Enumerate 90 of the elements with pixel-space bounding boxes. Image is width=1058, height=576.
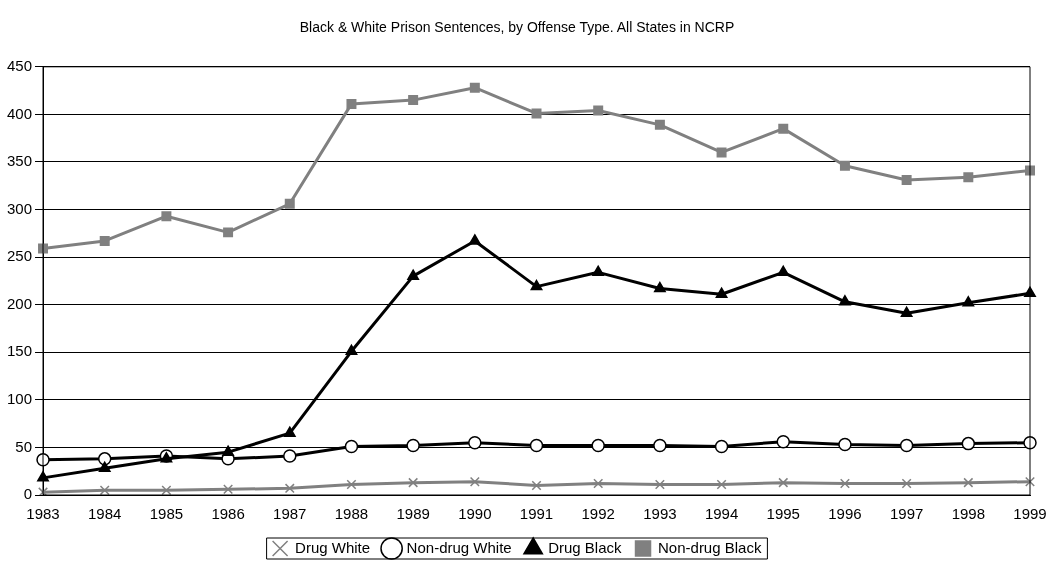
- point: [161, 485, 172, 495]
- point: [97, 452, 112, 466]
- point: [468, 234, 481, 245]
- x-tick-label: 1986: [211, 505, 245, 523]
- point: [284, 483, 295, 494]
- point: [715, 287, 728, 298]
- point: [407, 269, 420, 280]
- point: [223, 484, 234, 495]
- point: [592, 265, 605, 277]
- y-tick-label: 300: [7, 199, 33, 217]
- point: [716, 479, 727, 490]
- point: [346, 479, 357, 490]
- x-tick-label: 1996: [828, 505, 862, 523]
- x-tick-label: 1987: [273, 505, 307, 523]
- legend-label: Non-drug Black: [658, 538, 762, 556]
- x-tick-label: 1994: [704, 505, 739, 523]
- x-tick-label: 1991: [519, 505, 554, 523]
- point: [901, 478, 912, 489]
- legend-label: Non-drug White: [406, 538, 512, 556]
- point: [962, 296, 975, 307]
- point: [838, 437, 852, 452]
- point: [345, 344, 358, 356]
- point: [899, 438, 914, 453]
- point: [963, 477, 974, 488]
- point: [654, 479, 665, 490]
- point: [344, 439, 359, 454]
- y-tick-label: 450: [7, 56, 33, 74]
- x-tick-label: 1997: [889, 505, 924, 523]
- point: [530, 279, 543, 291]
- point: [776, 434, 791, 449]
- point: [593, 105, 604, 116]
- point: [901, 175, 912, 186]
- y-tick-label: 350: [7, 152, 33, 170]
- point: [593, 478, 604, 489]
- x-tick-label: 1988: [334, 505, 369, 523]
- point: [714, 439, 729, 454]
- point: [591, 438, 605, 453]
- point: [716, 147, 727, 158]
- point: [408, 95, 419, 106]
- point: [99, 235, 110, 246]
- point: [653, 281, 666, 293]
- point: [161, 211, 172, 222]
- point: [900, 306, 913, 317]
- point: [839, 160, 850, 171]
- point: [99, 485, 110, 495]
- x-tick-label: 1993: [643, 505, 677, 523]
- point: [408, 477, 419, 488]
- point: [529, 438, 544, 453]
- x-tick-label: 1990: [458, 505, 492, 523]
- point: [284, 198, 295, 209]
- point: [346, 98, 357, 109]
- x-tick-label: 1984: [88, 505, 122, 523]
- point: [468, 435, 482, 450]
- y-tick-label: 100: [7, 389, 33, 407]
- point: [223, 227, 234, 238]
- x-tick-label: 1983: [26, 505, 60, 523]
- point: [283, 449, 297, 463]
- point: [778, 477, 789, 488]
- chart-title: Black & White Prison Sentences, by Offense Type. All States in NCRP: [299, 19, 735, 36]
- x-tick-label: 1995: [766, 505, 800, 523]
- point: [654, 119, 665, 130]
- point: [839, 478, 850, 489]
- point: [469, 476, 480, 487]
- y-tick-label: 200: [7, 294, 33, 312]
- x-tick-label: 1992: [581, 505, 615, 523]
- point: [961, 436, 976, 451]
- y-tick-label: 400: [7, 104, 33, 122]
- x-tick-label: 1989: [396, 505, 430, 523]
- point: [406, 438, 420, 453]
- point: [1025, 476, 1035, 487]
- point: [98, 461, 111, 473]
- legend-label: Drug Black: [548, 538, 623, 556]
- point: [777, 265, 790, 277]
- x-tick-label: 1999: [1013, 505, 1047, 523]
- point: [839, 295, 851, 306]
- y-tick-label: 50: [15, 437, 33, 455]
- point: [531, 108, 542, 119]
- y-tick-label: 0: [23, 485, 33, 503]
- point: [653, 438, 667, 453]
- point: [222, 445, 235, 456]
- point: [778, 123, 789, 134]
- y-tick-label: 250: [7, 247, 33, 265]
- y-tick-label: 150: [7, 342, 33, 360]
- point: [531, 480, 542, 491]
- x-tick-label: 1998: [951, 505, 985, 523]
- point: [469, 82, 480, 93]
- point: [963, 172, 974, 183]
- x-tick-label: 1985: [149, 505, 184, 523]
- point: [283, 426, 296, 437]
- legend-label: Drug White: [295, 538, 371, 556]
